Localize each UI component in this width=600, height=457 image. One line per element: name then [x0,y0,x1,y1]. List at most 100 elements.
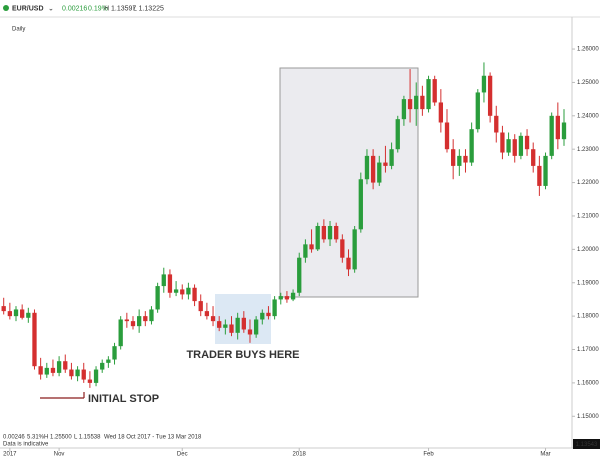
candle-body [93,369,99,383]
x-tick-label: Mar [540,452,550,457]
candle-body [229,324,234,333]
candle-body [210,316,216,322]
candle-body [118,319,123,347]
candle-body [512,139,517,156]
candle-body [500,132,505,153]
candle-body [198,301,203,312]
candle-body [438,102,444,123]
candle-body [192,287,197,302]
candle-body [309,244,314,250]
y-tick-label: 1.19000 [577,280,599,286]
low: L 1.13225 [133,5,164,12]
candle-body [457,155,462,166]
change: 0.00216 [62,5,87,12]
candle-body [235,317,240,333]
y-tick-label: 1.18000 [577,314,599,320]
candle-body [278,296,283,300]
symbol: EUR/USD [12,5,44,12]
candle-body [420,95,425,110]
candle-body [321,225,327,240]
candle-body [537,165,542,186]
y-tick-label: 1.23000 [577,147,599,153]
candle-body [407,99,413,110]
candle-body [7,311,13,317]
y-tick-label: 1.20000 [577,247,599,253]
high: H 1.13597 [104,5,136,12]
candle-body [303,244,308,258]
candle-body [481,75,487,93]
candle-body [69,369,74,377]
candle-body [340,239,345,258]
candle-body [124,319,129,322]
candle-body [161,274,166,287]
candle-body [26,312,31,318]
y-tick-label: 1.17000 [577,347,599,353]
x-tick-label: Feb [423,452,434,457]
candle-body [253,319,259,335]
x-tick-label: Dec [177,452,188,457]
candle-body [204,311,210,317]
candle-body [56,361,62,373]
candle-body [136,316,142,327]
candle-body [463,155,468,163]
x-tick-label: Nov [54,452,65,457]
period: Daily [12,27,25,33]
candle-body [524,135,530,150]
candle-body [167,274,173,293]
candle-body [426,79,431,110]
candle-body [389,149,394,166]
candle-body [451,149,456,166]
candle-body [75,369,80,377]
candle-body [186,287,191,295]
candle-body [44,367,49,375]
candle-body [106,359,111,363]
footer-change: 0.00246 [3,435,25,441]
candle-body [444,122,450,150]
dropdown-caret[interactable]: ⌄ [48,5,54,12]
y-tick-label: 1.16000 [577,380,599,386]
candle-body [315,225,320,250]
candle-body [87,379,93,383]
candle-body [297,257,302,293]
candle-body [506,139,511,153]
candle-body [370,155,376,183]
candle-body [284,296,290,300]
candle-body [383,162,388,166]
footer-note: Data is indicative [3,442,49,448]
candle-body [469,129,474,163]
candle-body [549,115,554,156]
candle-body [241,317,246,330]
candle-body [555,115,560,140]
candle-body [155,286,160,310]
candle-body [247,329,253,335]
candle-body [1,306,6,312]
candle-body [32,312,37,367]
candle-body [543,155,548,186]
y-tick-label: 1.25000 [577,80,599,86]
candle-body [364,155,370,180]
candle-body [414,95,419,110]
last-price-box [573,439,600,449]
candle-body [38,366,43,375]
footer-low: L 1.15538 [74,435,101,441]
candle-body [432,79,437,103]
y-tick-label: 1.15000 [577,414,599,420]
last-price: 1.13543 [576,442,598,448]
candle-body [494,115,499,133]
candle-body [346,257,351,270]
footer-pct: 5.31% [27,435,45,441]
footer-range: Wed 18 Oct 2017 - Tue 13 Mar 2018 [104,435,202,441]
candle-body [50,367,56,373]
candle-body [13,309,19,317]
candle-body [272,299,277,317]
change-pct: 0.19% [88,5,108,12]
y-tick-label: 1.26000 [577,47,599,53]
buy-annotation: TRADER BUYS HERE [186,349,299,361]
footer-high: H 1.25500 [44,435,72,441]
candle-body [149,309,154,322]
candle-body [217,321,222,328]
candle-body [531,149,536,166]
candle-body [401,99,407,120]
y-tick-label: 1.24000 [577,113,599,119]
